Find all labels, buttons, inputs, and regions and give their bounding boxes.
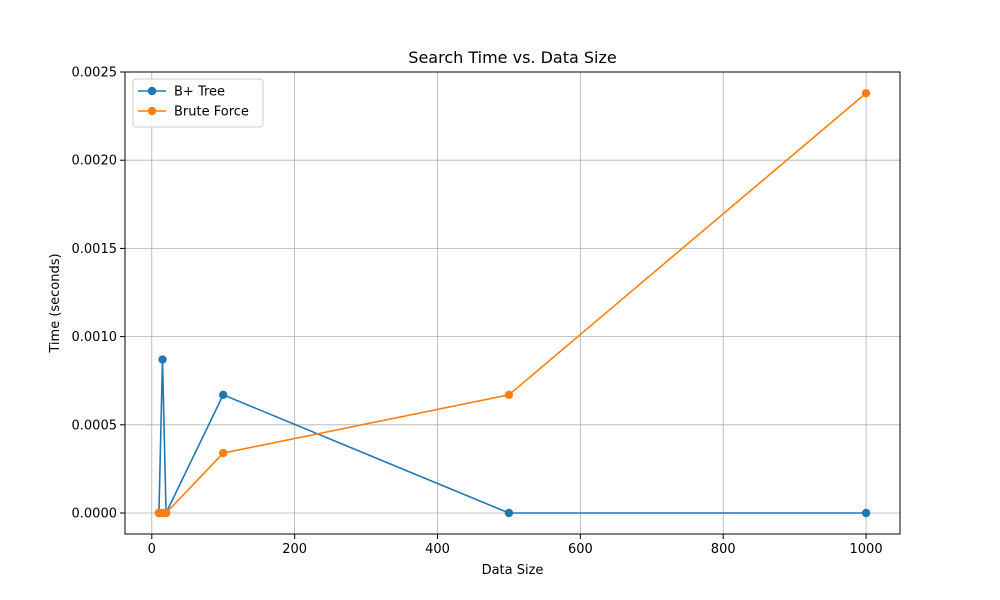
y-axis-label: Time (seconds) [48,253,63,353]
legend-label: Brute Force [174,105,249,120]
x-tick-label: 400 [425,542,450,557]
y-tick-label: 0.0000 [72,507,118,522]
legend-label: B+ Tree [174,85,225,100]
data-point [861,88,871,98]
x-tick-label: 800 [711,542,736,557]
legend-swatch-marker [147,86,157,96]
series-line [158,358,867,514]
x-axis: 0 200 400 600 800 1000 [148,534,883,557]
data-point [219,390,228,400]
legend: B+ Tree Brute Force [132,78,264,128]
data-point [504,508,514,518]
legend-item: B+ Tree [138,85,225,100]
plot-frame [124,71,901,535]
legend-item: Brute Force [138,105,249,120]
x-tick-label: 0 [148,542,156,557]
x-tick-label: 600 [568,542,593,557]
y-tick-label: 0.0020 [72,154,118,169]
data-point [219,448,228,458]
y-tick-label: 0.0005 [72,418,118,433]
data-point [161,508,171,518]
data-point [504,390,514,400]
plot-area [125,72,900,534]
chart-title: Search Time vs. Data Size [408,48,616,67]
y-tick-label: 0.0025 [72,66,118,81]
data-point [861,508,871,518]
y-tick-label: 0.0010 [72,330,118,345]
x-axis-label: Data Size [482,563,544,578]
legend-swatch-marker [147,106,157,116]
y-axis: 0.0000 0.0005 0.0010 0.0015 0.0020 0.0025 [72,66,125,522]
x-tick-label: 200 [282,542,307,557]
series-brute-force [154,88,871,518]
x-tick-label: 1000 [850,542,883,557]
y-tick-label: 0.0015 [72,242,118,257]
data-point [158,355,167,364]
series-layer [154,88,871,518]
